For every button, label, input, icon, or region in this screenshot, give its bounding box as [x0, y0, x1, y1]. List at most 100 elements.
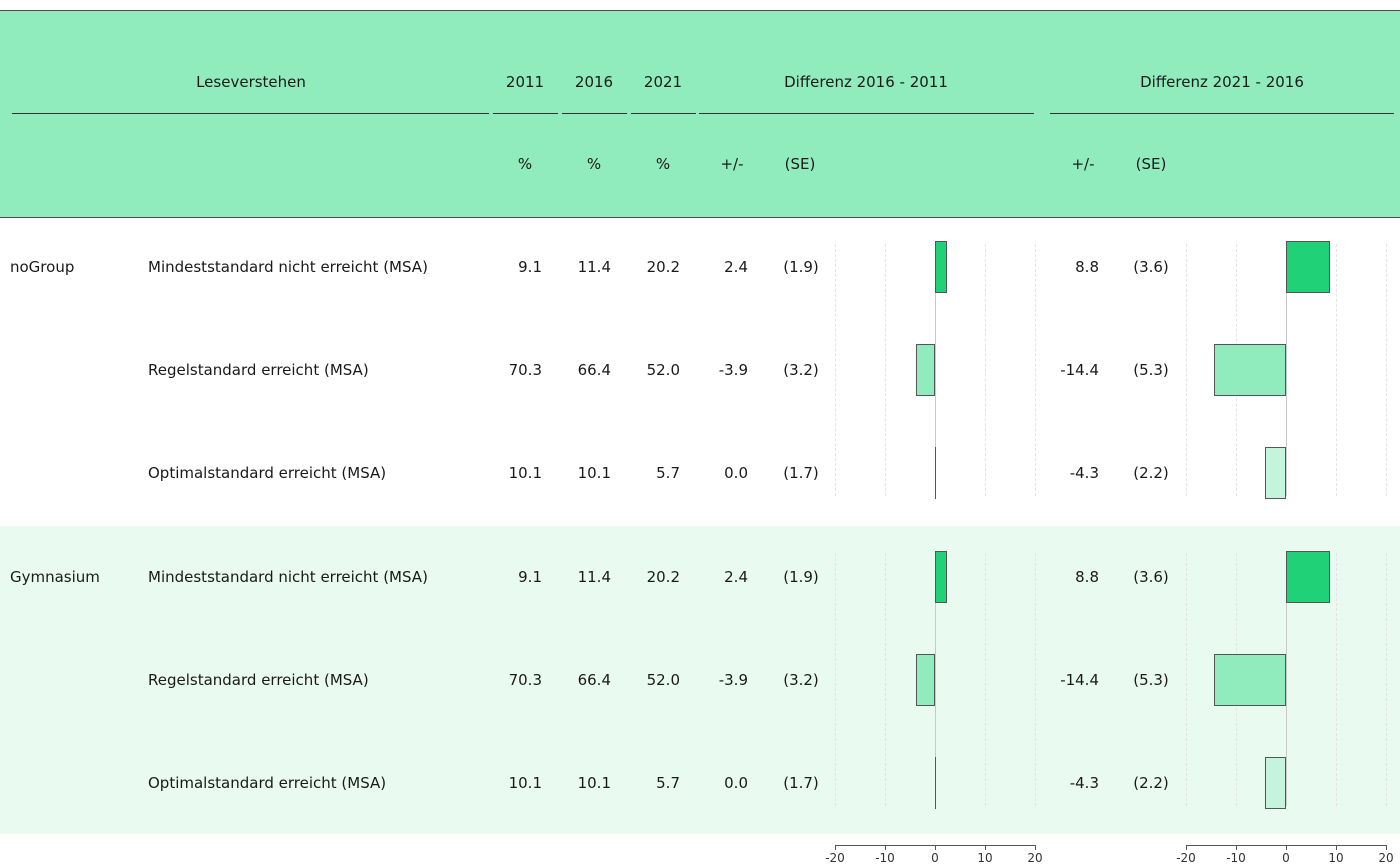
value-2011: 70.3 [508, 671, 542, 689]
table-header [0, 10, 1400, 218]
x-tick-label: 10 [1328, 851, 1344, 865]
row-label: Mindeststandard nicht erreicht (MSA) [148, 568, 428, 586]
value-2016: 10.1 [577, 774, 611, 792]
zero-line [935, 553, 936, 806]
grid-line [1386, 553, 1387, 806]
grid-line [985, 553, 986, 806]
x-tick-label: 20 [1027, 851, 1043, 865]
value-2021: 20.2 [646, 258, 680, 276]
diff2-se: (2.2) [1133, 774, 1169, 792]
x-tick [1035, 845, 1036, 850]
value-2021: 5.7 [656, 464, 680, 482]
value-2021: 52.0 [646, 361, 680, 379]
bar [1286, 551, 1330, 603]
grid-line [885, 244, 886, 496]
row-label: Regelstandard erreicht (MSA) [148, 671, 369, 689]
year-underline-2021 [631, 113, 696, 114]
x-tick [835, 845, 836, 850]
x-tick-label: 10 [977, 851, 993, 865]
diff1-se: (1.7) [783, 774, 819, 792]
diff1-header: Differenz 2016 - 2011 [784, 73, 948, 91]
unit-se1: (SE) [784, 155, 816, 173]
diff2-value: 8.8 [1075, 568, 1099, 586]
unit-pct-2016: % [586, 155, 602, 173]
x-tick-label: -20 [825, 851, 845, 865]
bar [1286, 241, 1330, 293]
bar [1214, 344, 1286, 396]
year-header-2021: 2021 [643, 73, 683, 91]
diff1-value: -3.9 [718, 671, 748, 689]
x-tick [985, 845, 986, 850]
x-tick [1186, 845, 1187, 850]
x-tick [1286, 845, 1287, 850]
value-2016: 66.4 [577, 671, 611, 689]
diff2-value: 8.8 [1075, 258, 1099, 276]
x-tick [1336, 845, 1337, 850]
grid-line [1336, 553, 1337, 806]
grid-line [885, 553, 886, 806]
diff1-se: (3.2) [783, 361, 819, 379]
diff1-se: (3.2) [783, 671, 819, 689]
grid-line [1386, 244, 1387, 496]
bar [1214, 654, 1286, 706]
grid-line [1336, 244, 1337, 496]
diff1-se: (1.7) [783, 464, 819, 482]
x-tick-label: -10 [875, 851, 895, 865]
grid-line [985, 244, 986, 496]
unit-pct-2011: % [517, 155, 533, 173]
diff1-value: -3.9 [718, 361, 748, 379]
diff1-value: 0.0 [724, 464, 748, 482]
unit-pct-2021: % [655, 155, 671, 173]
row-label: Optimalstandard erreicht (MSA) [148, 774, 387, 792]
year-header-2011: 2011 [505, 73, 545, 91]
bar [1264, 757, 1286, 809]
year-underline-2011 [493, 113, 558, 114]
x-tick [935, 845, 936, 850]
unit-se2: (SE) [1135, 155, 1167, 173]
bar [935, 757, 936, 809]
zero-line [1286, 244, 1287, 496]
row-label: Mindeststandard nicht erreicht (MSA) [148, 258, 428, 276]
diff2-se: (3.6) [1133, 258, 1169, 276]
grid-line [1186, 553, 1187, 806]
diff1-se: (1.9) [783, 258, 819, 276]
x-tick-label: 0 [1282, 851, 1290, 865]
diff2-value: -4.3 [1069, 464, 1099, 482]
grid-line [835, 244, 836, 496]
x-tick-label: -20 [1176, 851, 1196, 865]
group-label-gymnasium: Gymnasium [10, 568, 100, 586]
value-2011: 10.1 [508, 464, 542, 482]
value-2011: 9.1 [518, 568, 542, 586]
diff2-se: (5.3) [1133, 361, 1169, 379]
diff1-value: 2.4 [724, 568, 748, 586]
value-2016: 66.4 [577, 361, 611, 379]
diff2-header: Differenz 2021 - 2016 [1140, 73, 1304, 91]
diff2-se: (3.6) [1133, 568, 1169, 586]
group-label-nogroup: noGroup [10, 258, 75, 276]
value-2021: 52.0 [646, 671, 680, 689]
unit-diff1: +/- [720, 155, 744, 173]
title-underline [12, 113, 489, 114]
x-tick-label: -10 [1226, 851, 1246, 865]
x-tick [1386, 845, 1387, 850]
diff2-se: (2.2) [1133, 464, 1169, 482]
grid-line [1035, 553, 1036, 806]
unit-diff2: +/- [1071, 155, 1095, 173]
diff2-value: -4.3 [1069, 774, 1099, 792]
value-2011: 9.1 [518, 258, 542, 276]
table-title: Leseverstehen [196, 73, 306, 91]
diff1-value: 2.4 [724, 258, 748, 276]
bar [1264, 447, 1286, 499]
diff2-underline [1050, 113, 1394, 114]
value-2016: 11.4 [577, 258, 611, 276]
bar [935, 551, 947, 603]
zero-line [1286, 553, 1287, 806]
diff1-se: (1.9) [783, 568, 819, 586]
zero-line [935, 244, 936, 496]
x-tick [1236, 845, 1237, 850]
row-label: Regelstandard erreicht (MSA) [148, 361, 369, 379]
x-tick [885, 845, 886, 850]
x-tick-label: 0 [931, 851, 939, 865]
year-underline-2016 [562, 113, 627, 114]
diff1-value: 0.0 [724, 774, 748, 792]
